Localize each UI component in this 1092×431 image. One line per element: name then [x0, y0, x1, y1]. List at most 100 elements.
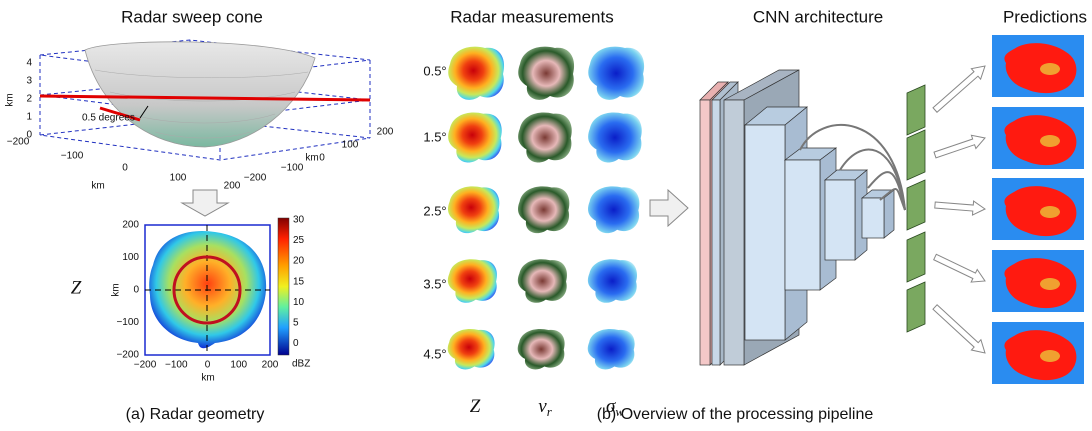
- cone-x-tick: −100: [61, 151, 84, 162]
- radar-image: [587, 329, 635, 370]
- heatmap-x-tick: −100: [165, 360, 188, 371]
- radar-image: [448, 46, 505, 100]
- cone-x-tick: 100: [170, 173, 187, 184]
- skip-connection: [839, 148, 906, 211]
- cone-z-tick: 3: [26, 76, 32, 87]
- prediction-patch: [1040, 278, 1060, 290]
- heatmap-x-tick: 200: [262, 360, 279, 371]
- output-arrow: [933, 253, 986, 283]
- conv-block-front: [744, 124, 786, 341]
- radar-image: [587, 259, 638, 303]
- annotation: 0.5 degrees: [82, 113, 135, 124]
- red-line: [99, 106, 141, 122]
- radar-image: [588, 112, 642, 163]
- output-block: [906, 84, 926, 136]
- prediction-patch: [1040, 63, 1060, 75]
- cone-y-tick: −200: [244, 173, 267, 184]
- colorbar-tick: 10: [293, 297, 305, 308]
- red-line: [39, 94, 371, 102]
- heatmap-variable: Z: [71, 277, 82, 298]
- radar-image: [447, 329, 495, 370]
- conv-layer-front: [711, 99, 721, 366]
- measurements-title: Radar measurements: [450, 7, 613, 26]
- radar-image: [517, 329, 565, 370]
- variable-label: Z: [470, 396, 481, 417]
- cone-y-tick: 200: [377, 127, 394, 138]
- radar-image: [517, 186, 570, 234]
- elevation-label: 1.5°: [423, 129, 446, 144]
- radar-image: [447, 259, 498, 303]
- cone-x-unit: km: [91, 181, 104, 192]
- elevation-label: 2.5°: [423, 203, 446, 218]
- colorbar-tick: 25: [293, 235, 305, 246]
- cone-z-tick: 0: [26, 130, 32, 141]
- input-layer-front: [699, 99, 711, 366]
- down-arrow: [180, 189, 230, 217]
- skip-connection: [879, 188, 906, 211]
- variable-subscript: w: [615, 404, 624, 419]
- colorbar-tick: 0: [293, 338, 299, 349]
- output-arrow: [932, 304, 986, 354]
- cone-z-tick: 4: [26, 58, 32, 69]
- cone: [84, 41, 316, 148]
- caption-a: (a) Radar geometry: [126, 406, 265, 423]
- cone-title: Radar sweep cone: [121, 7, 263, 26]
- cone-z-tick: 1: [26, 112, 32, 123]
- elevation-label: 4.5°: [423, 346, 446, 361]
- annotation-arrow: [139, 105, 149, 119]
- radar-image: [588, 46, 645, 100]
- colorbar-tick: 30: [293, 215, 305, 226]
- radar-image: [517, 259, 568, 303]
- radar-image: [448, 112, 502, 163]
- conv-block-front: [824, 179, 856, 261]
- cone-x-tick: 200: [224, 181, 241, 192]
- variable-symbol: Z: [470, 396, 481, 417]
- cnn-title: CNN architecture: [753, 7, 883, 26]
- cone-y-unit: km: [305, 153, 318, 164]
- variable-symbol: v: [538, 396, 547, 417]
- cone-y-tick: 100: [342, 140, 359, 151]
- heatmap-x-tick: −200: [134, 360, 157, 371]
- elevation-label: 0.5°: [423, 63, 446, 78]
- mesh-line: [129, 113, 276, 124]
- output-block: [906, 179, 926, 231]
- heatmap-y-unit: km: [111, 283, 122, 296]
- colorbar-unit: dBZ: [292, 359, 310, 370]
- caption-b: (b) Overview of the processing pipeline: [597, 406, 874, 423]
- cone-y-tick: −100: [281, 163, 304, 174]
- colorbar-tick: 20: [293, 256, 305, 267]
- variable-label: σw: [606, 396, 624, 419]
- heatmap-y-tick: 200: [122, 220, 139, 231]
- conv-block-front: [784, 159, 821, 291]
- radar-image: [587, 186, 640, 234]
- colorbar-tick: 5: [293, 317, 299, 328]
- conv-block-side: [883, 189, 895, 239]
- elevation-label: 3.5°: [423, 276, 446, 291]
- cone-y-tick: 0: [319, 153, 325, 164]
- output-arrow: [933, 134, 986, 159]
- radar-image: [518, 46, 575, 100]
- variable-subscript: r: [547, 404, 553, 419]
- conv-block-front: [861, 197, 885, 239]
- heatmap-x-tick: 0: [205, 360, 211, 371]
- radar-image: [518, 112, 572, 163]
- prediction-patch: [1040, 135, 1060, 147]
- mesh-line: [154, 131, 251, 139]
- radar-image: [447, 186, 500, 234]
- heatmap-x-tick: 100: [230, 360, 247, 371]
- right-arrow: [649, 188, 689, 228]
- range-ring: [172, 255, 242, 325]
- heatmap-y-tick: 0: [133, 285, 139, 296]
- predictions-title: Predictions: [1003, 7, 1087, 26]
- conv-layer-front: [723, 99, 745, 366]
- output-block: [906, 281, 926, 333]
- prediction-patch: [1040, 350, 1060, 362]
- colorbar: [277, 217, 290, 356]
- output-arrow: [932, 65, 986, 113]
- variable-symbol: σ: [606, 396, 616, 417]
- mesh-line: [94, 69, 309, 79]
- output-arrow: [934, 200, 986, 216]
- colorbar-tick: 15: [293, 276, 305, 287]
- cone-x-tick: −200: [7, 137, 30, 148]
